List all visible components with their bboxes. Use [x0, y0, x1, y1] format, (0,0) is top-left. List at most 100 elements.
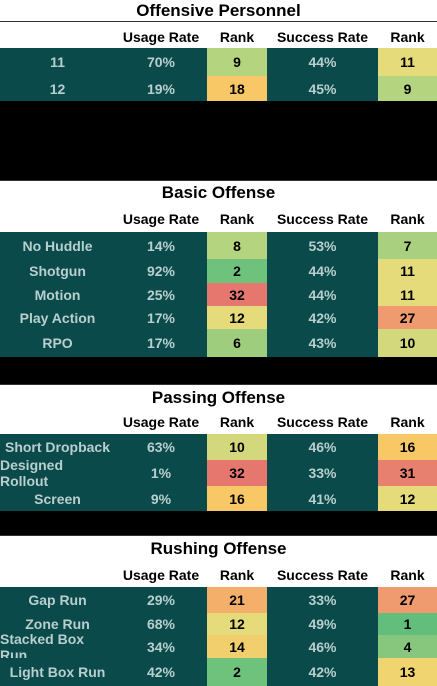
- success-rank-cell: 31: [378, 460, 437, 486]
- header-success-rate: Success Rate: [276, 567, 369, 583]
- row-label: Shotgun: [29, 263, 86, 279]
- table-row: 11 70% 9 44% 11: [0, 48, 437, 76]
- success-rank-cell: 9: [378, 76, 437, 101]
- success-value: 49%: [308, 616, 337, 632]
- section-title-offensive-personnel: Offensive Personnel: [0, 0, 437, 22]
- column-header-row: Usage Rate Rank Success Rate Rank: [0, 560, 437, 587]
- row-label: Motion: [34, 286, 81, 303]
- usage-value: 92%: [146, 263, 176, 279]
- row-label: Zone Run: [25, 616, 90, 632]
- usage-value: 14%: [146, 237, 176, 254]
- success-rank-cell: 13: [378, 658, 437, 686]
- success-rank-cell: 27: [378, 587, 437, 613]
- header-usage-rate: Usage Rate: [122, 211, 200, 227]
- success-value: 41%: [308, 490, 337, 507]
- header-success-rate: Success Rate: [276, 211, 369, 227]
- success-rank-cell: 7: [378, 232, 437, 259]
- success-value: 44%: [308, 286, 337, 303]
- rank-cell: 8: [207, 232, 267, 259]
- success-rank-cell: 11: [378, 48, 437, 76]
- success-value: 33%: [308, 592, 337, 608]
- success-value: 42%: [308, 664, 337, 680]
- rank-cell: 10: [207, 434, 267, 460]
- table-row: Light Box Run 42% 2 42% 13: [0, 658, 437, 686]
- usage-value: 68%: [146, 616, 176, 632]
- usage-value: 42%: [146, 664, 176, 680]
- section-title-passing-offense: Passing Offense: [0, 384, 437, 411]
- success-value: 45%: [308, 80, 337, 97]
- table-row: 12 19% 18 45% 9: [0, 76, 437, 101]
- row-label: No Huddle: [22, 237, 93, 254]
- table-row: Stacked Box Run 34% 14 46% 4: [0, 630, 437, 663]
- success-value: 53%: [308, 237, 337, 254]
- success-rank-cell: 27: [378, 306, 437, 329]
- header-rank: Rank: [219, 567, 255, 583]
- table-row: Designed Rollout 1% 32 33% 31: [0, 457, 437, 489]
- success-rank-cell: 10: [378, 329, 437, 357]
- rank-cell: 32: [207, 283, 267, 306]
- header-rank: Rank: [219, 211, 255, 227]
- table-row: Screen 9% 16 41% 12: [0, 486, 437, 511]
- success-value: 33%: [308, 465, 337, 481]
- usage-value: 70%: [146, 54, 176, 70]
- table-row: Short Dropback 63% 10 46% 16: [0, 434, 437, 460]
- success-rank-cell: 12: [378, 486, 437, 511]
- rank-cell: 12: [207, 613, 267, 635]
- rank-cell: 2: [207, 658, 267, 686]
- success-value: 43%: [308, 335, 337, 351]
- success-value: 44%: [308, 54, 337, 70]
- header-success-rank: Rank: [390, 29, 425, 45]
- table-row: Shotgun 92% 2 44% 11: [0, 259, 437, 283]
- success-rank-cell: 4: [378, 635, 437, 658]
- column-header-row: Usage Rate Rank Success Rate Rank: [0, 22, 437, 48]
- row-label: Light Box Run: [9, 664, 106, 680]
- usage-value: 9%: [150, 490, 172, 507]
- rank-cell: 14: [207, 635, 267, 658]
- rank-cell: 21: [207, 587, 267, 613]
- row-label: Designed Rollout: [0, 457, 64, 489]
- column-header-row: Usage Rate Rank Success Rate Rank: [0, 410, 437, 434]
- rank-cell: 2: [207, 259, 267, 283]
- header-rank: Rank: [219, 414, 255, 430]
- success-value: 46%: [308, 439, 337, 455]
- header-rank: Rank: [219, 29, 255, 45]
- rank-cell: 12: [207, 306, 267, 329]
- success-rank-cell: 11: [378, 259, 437, 283]
- usage-value: 19%: [146, 80, 176, 97]
- usage-value: 63%: [146, 439, 176, 455]
- table-row: No Huddle 14% 8 53% 7: [0, 232, 437, 259]
- column-header-row: Usage Rate Rank Success Rate Rank: [0, 205, 437, 232]
- rank-cell: 32: [207, 460, 267, 486]
- table-row: RPO 17% 6 43% 10: [0, 329, 437, 357]
- usage-value: 29%: [146, 592, 176, 608]
- usage-value: 34%: [146, 638, 176, 655]
- usage-value: 25%: [146, 286, 176, 303]
- header-usage-rate: Usage Rate: [122, 567, 200, 583]
- success-rank-cell: 11: [378, 283, 437, 306]
- row-label: Screen: [34, 490, 81, 507]
- section-title-basic-offense: Basic Offense: [0, 180, 437, 206]
- row-label: 11: [50, 54, 65, 70]
- usage-value: 17%: [146, 309, 176, 326]
- rank-cell: 18: [207, 76, 267, 101]
- header-success-rank: Rank: [390, 211, 425, 227]
- header-success-rate: Success Rate: [276, 414, 369, 430]
- usage-value: 1%: [150, 465, 172, 481]
- success-rank-cell: 1: [378, 613, 437, 635]
- rank-cell: 6: [207, 329, 267, 357]
- usage-value: 17%: [146, 335, 176, 351]
- header-usage-rate: Usage Rate: [122, 414, 200, 430]
- row-label: RPO: [42, 335, 73, 351]
- row-label: 12: [49, 80, 66, 97]
- success-value: 42%: [308, 309, 337, 326]
- success-value: 44%: [308, 263, 337, 279]
- header-success-rank: Rank: [390, 567, 425, 583]
- rank-cell: 16: [207, 486, 267, 511]
- header-success-rank: Rank: [390, 414, 425, 430]
- table-row: Gap Run 29% 21 33% 27: [0, 587, 437, 613]
- row-label: Stacked Box Run: [0, 630, 85, 663]
- row-label: Short Dropback: [4, 439, 110, 455]
- header-usage-rate: Usage Rate: [122, 29, 200, 45]
- section-title-rushing-offense: Rushing Offense: [0, 535, 437, 561]
- row-label: Gap Run: [28, 592, 87, 608]
